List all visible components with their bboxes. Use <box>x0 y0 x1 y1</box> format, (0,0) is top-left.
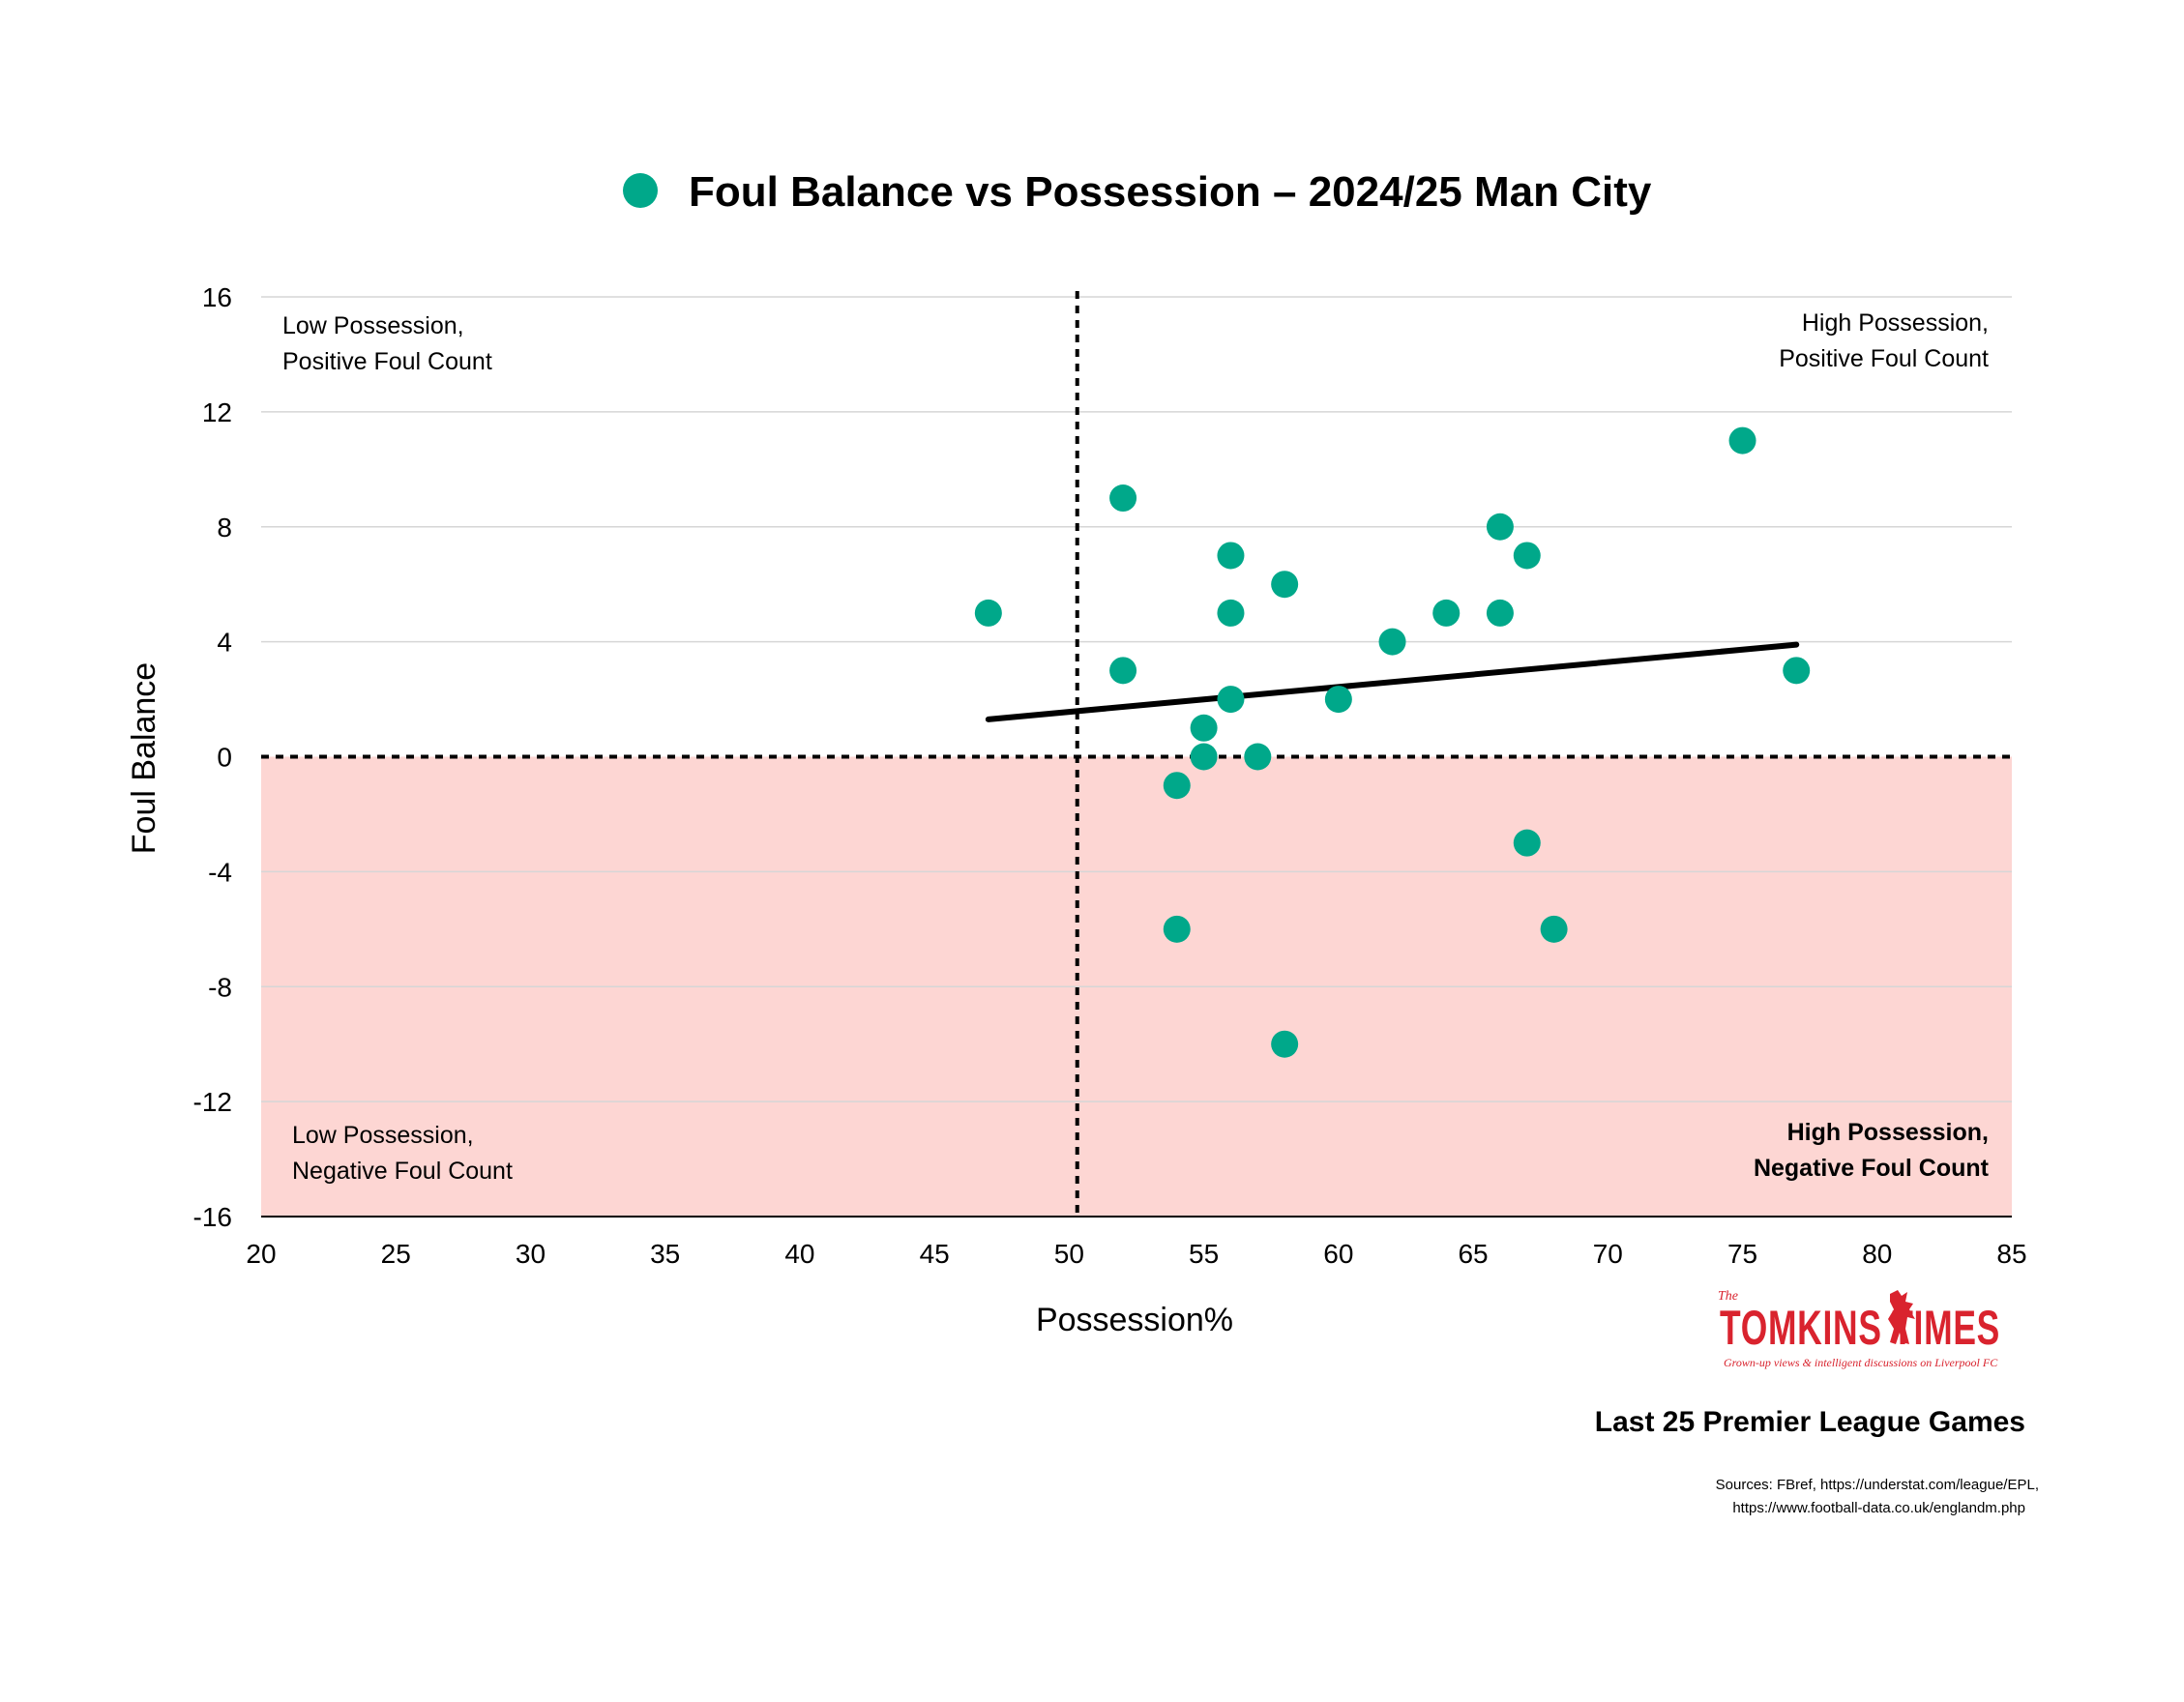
chart-title: Foul Balance vs Possession – 2024/25 Man… <box>689 168 1652 216</box>
data-point <box>1486 513 1514 541</box>
data-point <box>1271 571 1299 599</box>
data-point <box>1244 743 1272 771</box>
x-tick-label: 50 <box>1054 1239 1084 1269</box>
tomkins-times-logo: The TOMKINS TIMES Grown-up views & intel… <box>1718 1289 2000 1369</box>
gridlines <box>261 296 2012 1102</box>
data-point <box>1324 686 1352 714</box>
y-axis-title: Foul Balance <box>126 662 162 854</box>
x-tick-label: 60 <box>1323 1239 1353 1269</box>
y-tick-label: -12 <box>193 1087 232 1117</box>
quadrant-label-top-left-1: Low Possession, <box>282 312 464 339</box>
sources-line-1: Sources: FBref, https://understat.com/le… <box>1716 1477 2039 1493</box>
data-point <box>1486 599 1514 627</box>
trendline <box>985 641 1800 722</box>
y-tick-label: -4 <box>208 857 232 887</box>
data-point <box>1163 772 1191 800</box>
quadrant-label-bottom-left-2: Negative Foul Count <box>292 1158 513 1185</box>
data-point <box>1217 599 1245 627</box>
logo-tagline: Grown-up views & intelligent discussions… <box>1724 1356 1998 1369</box>
x-tick-label: 35 <box>650 1239 680 1269</box>
data-point <box>1728 426 1756 455</box>
x-tick-label: 85 <box>1996 1239 2026 1269</box>
quadrant-label-bottom-right-2: Negative Foul Count <box>1754 1155 1990 1182</box>
quadrant-label-top-left-2: Positive Foul Count <box>282 348 492 375</box>
data-points <box>974 426 1811 1058</box>
x-tick-label: 80 <box>1862 1239 1892 1269</box>
y-tick-label: 0 <box>217 743 232 773</box>
y-tick-label: 12 <box>202 397 232 427</box>
liver-bird-icon <box>1888 1290 1915 1344</box>
y-tick-label: 4 <box>217 628 232 658</box>
data-point <box>1190 714 1218 742</box>
data-point <box>1783 657 1811 685</box>
x-tick-label: 45 <box>920 1239 950 1269</box>
quadrant-label-bottom-right-1: High Possession, <box>1787 1119 1989 1146</box>
data-point <box>1109 484 1137 513</box>
x-tick-label: 20 <box>246 1239 276 1269</box>
x-tick-label: 40 <box>784 1239 814 1269</box>
x-tick-label: 70 <box>1593 1239 1623 1269</box>
data-point <box>1513 829 1541 857</box>
y-tick-label: -16 <box>193 1202 232 1232</box>
data-point <box>1190 743 1218 771</box>
x-axis-title: Possession% <box>1036 1302 1233 1338</box>
data-point <box>1217 542 1245 570</box>
data-point <box>1432 599 1461 627</box>
legend-marker <box>623 173 658 208</box>
logo-wordmark: TOMKINS TIMES <box>1720 1301 2000 1355</box>
y-tick-labels: 16 12 8 4 0 -4 -8 -12 -16 <box>193 282 232 1232</box>
x-tick-label: 75 <box>1727 1239 1757 1269</box>
footer-subtitle: Last 25 Premier League Games <box>1595 1406 2025 1438</box>
data-point <box>1109 657 1137 685</box>
x-tick-labels: 20 25 30 35 40 45 50 55 60 65 70 75 80 85 <box>246 1239 2026 1269</box>
y-tick-label: 16 <box>202 282 232 312</box>
sources-line-2: https://www.football-data.co.uk/englandm… <box>1732 1500 2025 1516</box>
quadrant-label-top-right-1: High Possession, <box>1802 309 1989 337</box>
quadrant-label-top-right-2: Positive Foul Count <box>1779 345 1989 372</box>
y-tick-label: 8 <box>217 513 232 543</box>
x-tick-label: 65 <box>1458 1239 1488 1269</box>
quadrant-label-bottom-left-1: Low Possession, <box>292 1122 474 1149</box>
y-tick-label: -8 <box>208 972 232 1002</box>
data-point <box>1378 628 1406 656</box>
data-point <box>1540 915 1568 943</box>
x-tick-label: 25 <box>381 1239 411 1269</box>
data-point <box>1513 542 1541 570</box>
data-point <box>974 599 1002 627</box>
data-point <box>1217 686 1245 714</box>
x-tick-label: 30 <box>516 1239 546 1269</box>
data-point <box>1271 1030 1299 1058</box>
logo-prefix: The <box>1718 1289 1738 1304</box>
x-tick-label: 55 <box>1189 1239 1219 1269</box>
data-point <box>1163 915 1191 943</box>
